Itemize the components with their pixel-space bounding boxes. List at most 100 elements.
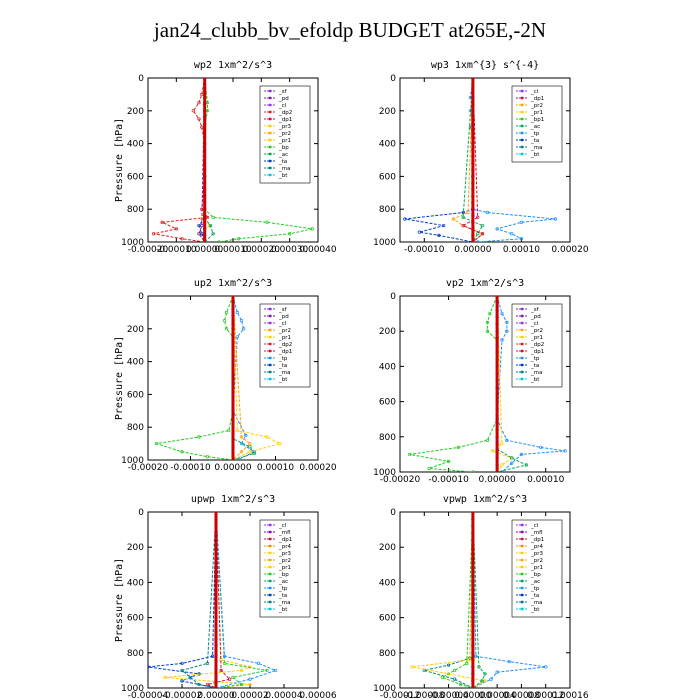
legend-entry: _bp1 xyxy=(530,117,544,123)
data-point xyxy=(180,450,184,454)
data-point xyxy=(427,466,431,471)
data-point xyxy=(239,668,244,673)
x-tick-label: 0.00000 xyxy=(186,245,223,255)
data-point xyxy=(452,668,457,673)
profile-marker xyxy=(471,573,475,577)
data-point xyxy=(446,663,451,667)
profile-marker xyxy=(495,322,499,326)
profile-marker xyxy=(471,552,475,556)
data-point xyxy=(459,682,463,687)
y-tick-label: 400 xyxy=(379,362,396,372)
y-tick-label: 800 xyxy=(379,205,396,215)
legend-marker xyxy=(268,377,272,381)
profile-marker xyxy=(471,601,475,606)
profile-marker xyxy=(471,187,475,192)
plot-frame xyxy=(147,511,319,689)
data-point xyxy=(235,310,239,315)
profile-marker xyxy=(471,630,475,634)
legend-marker xyxy=(268,537,272,541)
data-point xyxy=(468,658,472,662)
data-point xyxy=(154,441,159,446)
profile-marker xyxy=(231,432,235,436)
profile-marker xyxy=(471,512,475,514)
data-point xyxy=(278,441,282,446)
legend-marker xyxy=(520,138,524,142)
y-tick-label: 400 xyxy=(379,578,396,588)
data-point xyxy=(410,665,414,669)
legend-marker xyxy=(268,328,272,332)
x-tick-label: 0.00006 xyxy=(299,691,336,700)
profile-marker xyxy=(214,679,218,683)
x-tick-label: 0.00000 xyxy=(454,691,491,700)
series-line-ma xyxy=(180,512,217,688)
y-tick-label: 400 xyxy=(127,578,144,588)
legend-box xyxy=(259,85,311,184)
legend-marker xyxy=(520,321,524,325)
profile-marker xyxy=(203,96,207,100)
profile-marker xyxy=(495,442,499,446)
legend-entry: _pr1 xyxy=(278,565,291,571)
series-line-ac xyxy=(472,512,486,688)
y-axis-label: Pressure [hPa] xyxy=(114,118,125,202)
y-tick-label: 1000 xyxy=(121,456,144,466)
profile-marker xyxy=(471,538,475,542)
series-group xyxy=(152,78,314,242)
profile-marker xyxy=(214,566,218,570)
profile-marker xyxy=(214,517,218,521)
profile-marker xyxy=(203,148,207,152)
data-point xyxy=(180,668,184,673)
y-tick-label: 1000 xyxy=(121,684,144,694)
profile-marker xyxy=(203,194,207,198)
profile-marker xyxy=(214,630,218,634)
profile-marker xyxy=(495,407,499,411)
profile-marker xyxy=(495,364,499,368)
y-tick-label: 400 xyxy=(379,140,396,150)
legend-entry: _pr3 xyxy=(278,124,292,130)
profile-marker xyxy=(231,327,235,331)
y-tick-label: 800 xyxy=(379,433,396,443)
legend-entry: _ma xyxy=(278,600,290,606)
legend-entry: _pr4 xyxy=(530,544,544,550)
legend-marker xyxy=(268,110,272,114)
profile-marker xyxy=(214,651,218,655)
data-point xyxy=(227,677,232,681)
plot-frame xyxy=(399,295,571,473)
data-point xyxy=(474,654,478,658)
profile-marker xyxy=(214,545,218,549)
profile-marker xyxy=(471,566,475,570)
data-point xyxy=(519,220,524,224)
legend-entry: _tp xyxy=(530,131,540,137)
legend-entry: _mfl xyxy=(530,530,543,536)
profile-marker xyxy=(214,608,218,613)
profile-marker xyxy=(214,623,218,627)
data-point xyxy=(205,455,210,459)
y-tick-label: 0 xyxy=(138,292,144,302)
x-tick-label: -0.00004 xyxy=(128,691,169,700)
legend-entry: _pr1 xyxy=(278,335,291,341)
data-point xyxy=(480,232,485,236)
profile-marker xyxy=(231,458,235,460)
profile-marker xyxy=(203,201,207,205)
legend-marker xyxy=(520,551,524,555)
legend-entry: _dp1 xyxy=(530,96,544,102)
legend-entry: _pr3 xyxy=(530,551,544,557)
data-point xyxy=(519,237,524,241)
y-tick-label: 1000 xyxy=(373,468,396,478)
data-point xyxy=(273,668,278,673)
y-tick-label: 200 xyxy=(379,107,396,117)
panel-4: vp2 1xm^2/s^3 0 200 400 600 800 1000-0.00020 -0… xyxy=(373,278,571,485)
profile-marker xyxy=(495,470,499,472)
profile-marker xyxy=(203,155,207,159)
y-tick-label: 200 xyxy=(379,543,396,553)
legend-marker xyxy=(268,124,272,128)
profile-marker xyxy=(471,174,475,178)
y-tick-label: 200 xyxy=(379,327,396,337)
profile-marker xyxy=(471,665,475,669)
y-tick-label: 600 xyxy=(379,398,396,408)
legend-marker xyxy=(268,96,272,100)
profile-marker xyxy=(214,665,218,669)
profile-marker xyxy=(214,658,218,662)
y-tick-label: 0 xyxy=(138,508,144,518)
x-tick-label: -0.00012 xyxy=(380,691,420,700)
legend-marker xyxy=(520,328,524,332)
